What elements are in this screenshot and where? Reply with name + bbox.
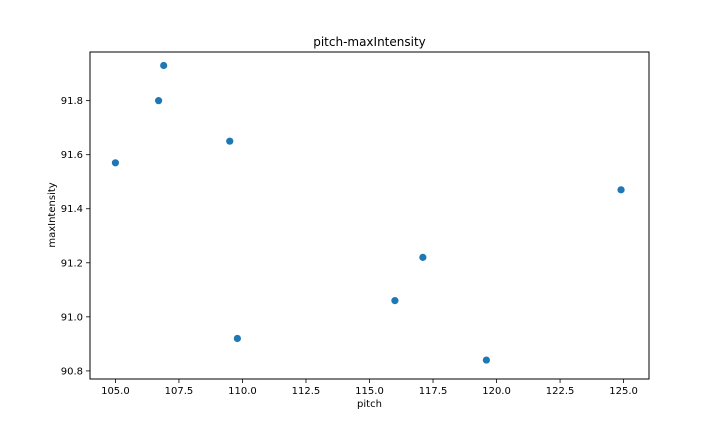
- x-tick-label: 107.5: [165, 386, 194, 397]
- x-tick-label: 105.0: [101, 386, 130, 397]
- x-tick-label: 125.0: [609, 386, 638, 397]
- x-tick-label: 122.5: [546, 386, 575, 397]
- y-axis: 90.8 91.0 91.2 91.4 91.6 91.8: [61, 96, 90, 377]
- scatter-point: [226, 137, 234, 145]
- x-tick-label: 115.0: [355, 386, 384, 397]
- y-tick-label: 91.0: [61, 312, 83, 323]
- scatter-point: [155, 97, 163, 105]
- x-tick-label: 112.5: [292, 386, 321, 397]
- y-tick-label: 91.4: [61, 204, 83, 215]
- y-tick-label: 90.8: [61, 366, 83, 377]
- x-tick-label: 117.5: [419, 386, 448, 397]
- x-tick-label: 120.0: [482, 386, 511, 397]
- x-axis-label: pitch: [357, 399, 382, 410]
- scatter-point: [111, 159, 120, 167]
- y-axis-label: maxIntensity: [47, 182, 58, 247]
- data-points: [111, 61, 625, 364]
- scatter-point: [617, 186, 625, 194]
- chart-title: pitch-maxIntensity: [313, 35, 426, 49]
- x-tick-label: 110.0: [228, 386, 257, 397]
- x-axis: 105.0 107.5 110.0 112.5 115.0 117.5 120.0 122.5…: [101, 379, 638, 397]
- y-tick-label: 91.2: [61, 258, 83, 269]
- scatter-point: [233, 334, 241, 343]
- scatter-point: [419, 253, 427, 261]
- scatter-point: [391, 297, 399, 305]
- y-tick-label: 91.8: [61, 96, 83, 107]
- scatter-point: [482, 356, 490, 364]
- scatter-point: [160, 61, 168, 70]
- y-tick-label: 91.6: [61, 150, 83, 161]
